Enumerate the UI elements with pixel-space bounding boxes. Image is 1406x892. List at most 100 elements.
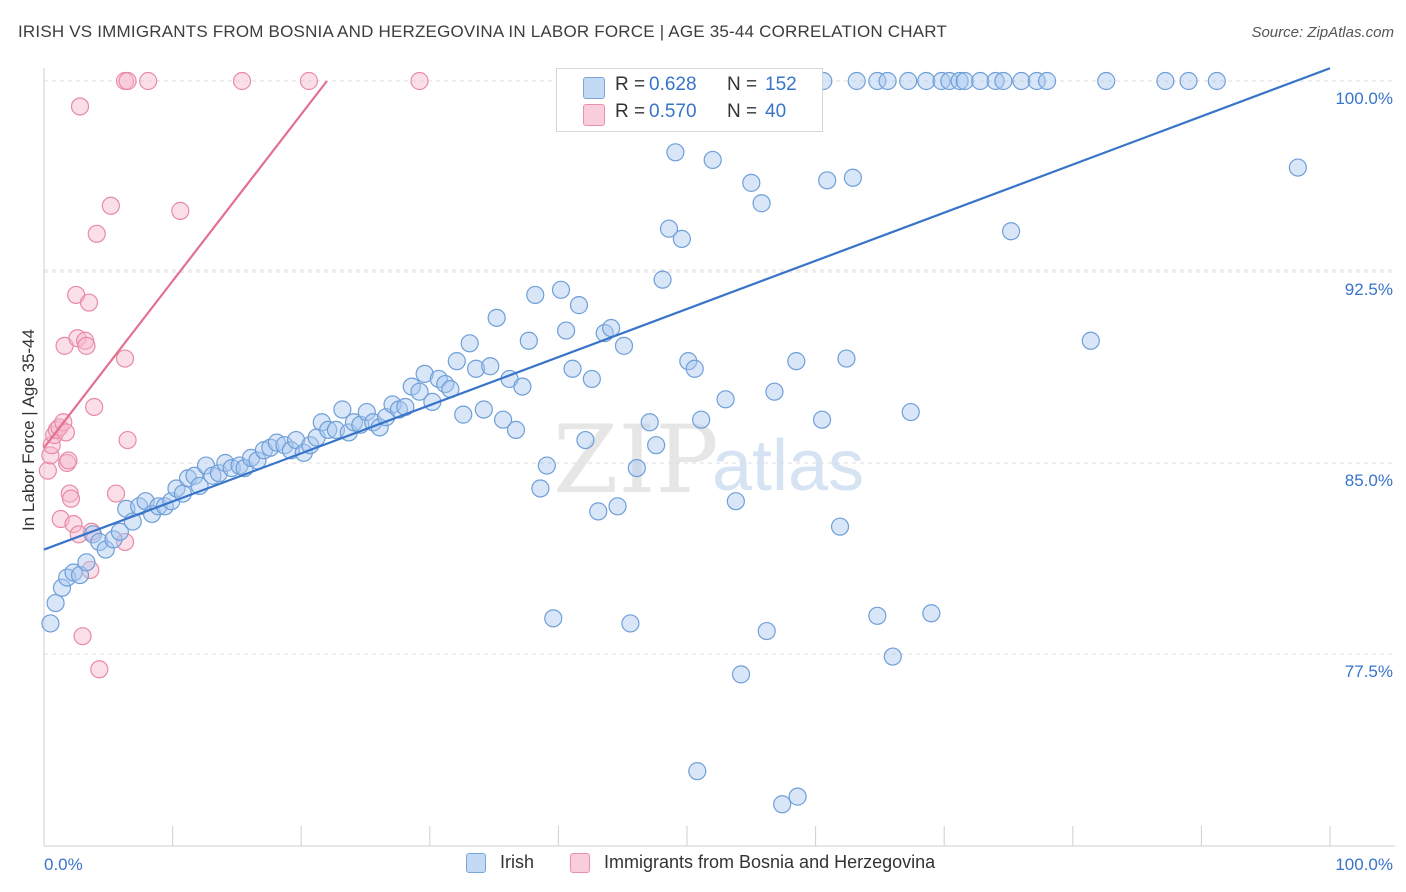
y-tick-label: 85.0%	[1345, 471, 1393, 490]
trend-line-irish	[43, 67, 1331, 551]
data-point	[940, 71, 959, 91]
data-point	[830, 517, 850, 536]
y-tick-label: 100.0%	[1335, 89, 1393, 108]
data-point	[46, 593, 65, 613]
data-point	[950, 71, 969, 91]
data-point	[77, 553, 96, 572]
y-tick-label: 77.5%	[1345, 662, 1393, 681]
data-point	[868, 606, 887, 625]
legend-row-immigrants: R = 0.570 N = 40	[557, 101, 822, 127]
legend-n-label: N =	[727, 101, 758, 122]
data-point	[70, 97, 90, 116]
x-tick-label: 100.0%	[1335, 855, 1393, 874]
data-point	[506, 420, 526, 439]
data-point	[454, 405, 473, 424]
data-point	[647, 436, 666, 455]
data-point	[106, 484, 126, 503]
data-point	[922, 604, 941, 623]
legend: R = 0.628 N = 152 R = 0.570 N = 40	[556, 68, 823, 132]
data-point	[731, 665, 751, 684]
data-point	[52, 578, 72, 597]
bottom-legend-swatch-irish	[466, 853, 486, 873]
data-point	[843, 168, 862, 187]
data-point	[627, 458, 646, 478]
watermark-zip: ZIP	[553, 406, 719, 515]
data-point	[312, 413, 331, 432]
data-point	[410, 382, 429, 401]
data-point	[110, 522, 129, 541]
data-point	[357, 402, 376, 422]
data-point	[90, 660, 109, 679]
data-point	[494, 410, 513, 429]
legend-r-label: R =	[615, 101, 646, 122]
data-point	[899, 71, 918, 91]
data-point	[659, 219, 679, 238]
data-point	[901, 402, 920, 422]
trend-line-immigrants	[43, 80, 328, 449]
data-point	[557, 321, 576, 340]
data-point	[101, 196, 120, 215]
data-point	[436, 374, 455, 394]
legend-n-value-irish: 152	[765, 74, 797, 95]
legend-r-value-immigrants: 0.570	[649, 101, 697, 122]
data-point	[85, 397, 104, 417]
x-tick-label: 0.0%	[44, 855, 83, 874]
bottom-legend-label-immigrants: Immigrants from Bosnia and Herzegovina	[604, 852, 936, 872]
data-point	[1001, 222, 1021, 241]
source-credit: Source: ZipAtlas.com	[1251, 24, 1394, 41]
data-point	[742, 173, 761, 192]
data-point	[90, 532, 109, 552]
data-point	[1288, 158, 1307, 177]
data-point	[569, 296, 589, 315]
data-point	[41, 614, 60, 633]
data-point	[576, 430, 595, 450]
data-point	[878, 71, 897, 91]
trend-lines	[43, 67, 1331, 551]
data-point	[917, 71, 936, 91]
data-point	[757, 621, 776, 641]
data-point	[666, 143, 685, 162]
data-point	[38, 461, 57, 480]
data-point	[640, 413, 659, 432]
legend-swatch-irish	[583, 77, 605, 99]
data-point	[703, 150, 722, 170]
data-point	[513, 377, 532, 396]
data-point	[73, 627, 92, 646]
series-immigrants-points	[38, 71, 429, 679]
data-point	[818, 171, 837, 190]
data-point	[716, 390, 735, 409]
data-point	[115, 349, 135, 368]
data-point	[118, 430, 137, 450]
data-point	[692, 410, 711, 429]
data-point	[672, 229, 691, 248]
data-point	[621, 614, 640, 633]
data-point	[994, 71, 1013, 91]
bottom-legend-swatch-immigrants	[570, 853, 590, 873]
data-point	[447, 352, 466, 371]
data-point	[765, 382, 784, 401]
data-point	[688, 762, 707, 781]
data-point	[1156, 71, 1175, 91]
watermark: ZIP atlas	[553, 406, 864, 515]
data-point	[333, 400, 352, 419]
data-point	[812, 410, 832, 429]
data-point	[410, 71, 429, 91]
data-point	[582, 369, 601, 389]
data-point	[971, 71, 990, 91]
tick-labels: 77.5% 85.0% 92.5% 100.0% 0.0% 100.0%	[44, 89, 1393, 874]
data-point	[726, 492, 745, 511]
legend-n-label: N =	[727, 74, 758, 95]
data-point	[773, 795, 792, 814]
data-point	[171, 201, 190, 220]
legend-swatch-immigrants	[583, 104, 605, 126]
data-point	[787, 352, 806, 371]
data-point	[868, 71, 887, 91]
data-point	[1037, 71, 1057, 91]
axes	[43, 68, 1395, 847]
data-point	[847, 71, 866, 91]
data-point	[1179, 71, 1198, 91]
series-irish-points	[41, 71, 1307, 814]
data-point	[551, 280, 571, 299]
data-point	[883, 647, 902, 666]
